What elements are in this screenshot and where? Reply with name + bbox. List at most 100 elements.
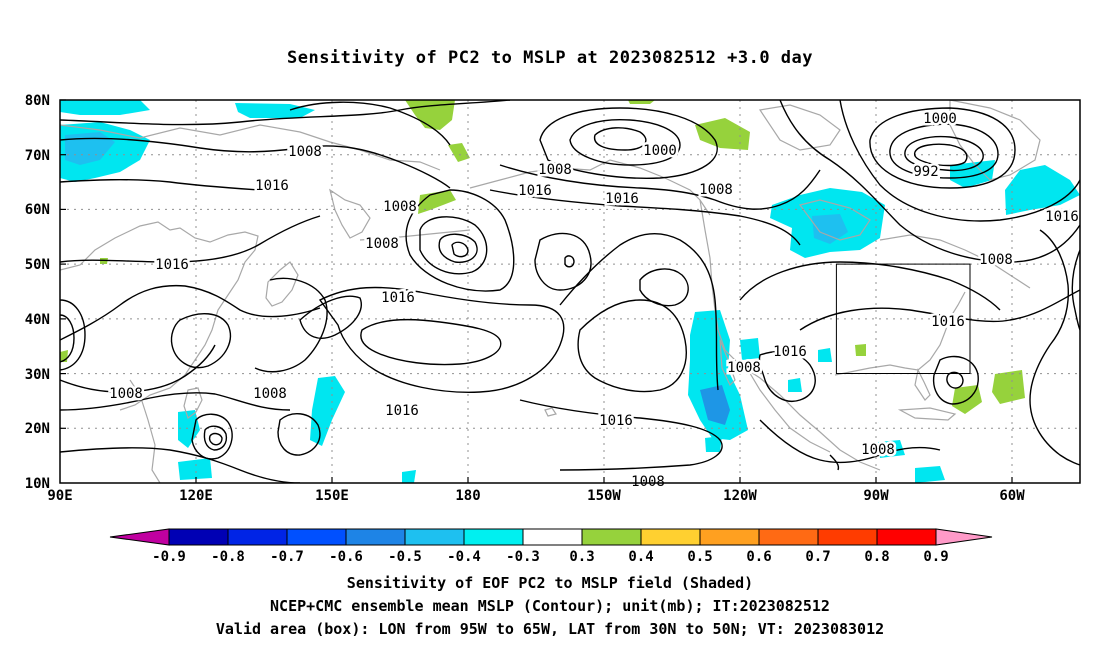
contour-line bbox=[946, 371, 964, 389]
shade-region-negative bbox=[688, 310, 748, 440]
contour-line bbox=[299, 295, 362, 339]
coastline-hawaii bbox=[544, 407, 557, 417]
contour-line bbox=[829, 454, 840, 471]
coastline-hudson-bay bbox=[798, 199, 871, 241]
coastline-asia bbox=[60, 221, 259, 411]
contour-line bbox=[60, 392, 291, 411]
contour-line bbox=[60, 314, 75, 363]
lon-label: 90E bbox=[47, 488, 72, 504]
coastline-philippines bbox=[183, 387, 203, 419]
contour-label: 1016 bbox=[155, 257, 189, 273]
lat-label: 70N bbox=[25, 148, 50, 164]
contour-line bbox=[60, 284, 321, 341]
contour-line bbox=[170, 313, 232, 369]
shade-region-negative bbox=[402, 470, 416, 483]
colorbar-swatch bbox=[345, 528, 406, 546]
colorbar-label: -0.6 bbox=[329, 549, 363, 565]
axis-ticks bbox=[60, 99, 1013, 483]
contour-label: 1016 bbox=[605, 191, 639, 207]
colorbar-label: 0.9 bbox=[923, 549, 948, 565]
contour-line bbox=[438, 233, 478, 263]
colorbar-swatch bbox=[522, 528, 583, 546]
colorbar-label: 0.4 bbox=[628, 549, 653, 565]
contour-label: 1008 bbox=[253, 386, 287, 402]
contour-line bbox=[569, 118, 681, 166]
colorbar-label: -0.5 bbox=[388, 549, 422, 565]
contour-label: 992 bbox=[913, 164, 938, 180]
lat-label: 20N bbox=[25, 421, 50, 437]
shade-region-positive bbox=[628, 100, 655, 104]
contour-line bbox=[759, 419, 941, 464]
contour-line bbox=[519, 399, 723, 471]
contour-label: 1008 bbox=[288, 144, 322, 160]
colorbar-label: -0.9 bbox=[152, 549, 186, 565]
contour-line bbox=[889, 123, 999, 179]
contour-line bbox=[489, 189, 801, 246]
coastline-mexico bbox=[744, 364, 831, 453]
colorbar-label: 0.5 bbox=[687, 549, 712, 565]
colorbar-swatch bbox=[817, 528, 878, 546]
colorbar-swatch bbox=[640, 528, 701, 546]
contour-line bbox=[639, 268, 689, 307]
colorbar-swatch bbox=[758, 528, 819, 546]
lon-label: 150E bbox=[315, 488, 349, 504]
coastline-us-east bbox=[834, 291, 966, 376]
lat-label: 30N bbox=[25, 367, 50, 383]
contour-label: 1008 bbox=[538, 162, 572, 178]
contour-line bbox=[534, 232, 592, 291]
contour-line bbox=[869, 107, 1016, 189]
shade-region-positive bbox=[992, 370, 1025, 404]
contour-label: 1008 bbox=[727, 360, 761, 376]
colorbar-right-arrow bbox=[935, 528, 993, 546]
shade-region-negative bbox=[740, 338, 760, 360]
caption-line-contour: NCEP+CMC ensemble mean MSLP (Contour); u… bbox=[270, 597, 830, 615]
coastline-canadian-arctic bbox=[758, 104, 841, 151]
colorbar-label: 0.3 bbox=[569, 549, 594, 565]
contour-label: 1008 bbox=[383, 199, 417, 215]
shade-region-positive bbox=[418, 190, 456, 214]
mslp-contours bbox=[60, 100, 1080, 483]
shade-region-negative bbox=[310, 376, 345, 446]
colorbar-label: -0.4 bbox=[447, 549, 481, 565]
coastline-cuba bbox=[897, 407, 957, 421]
contour-label: 1016 bbox=[255, 178, 289, 194]
contour-line bbox=[203, 425, 228, 451]
colorbar-label: -0.8 bbox=[211, 549, 245, 565]
contour-label: 1008 bbox=[699, 182, 733, 198]
shade-region-positive bbox=[448, 143, 470, 162]
shade-region-negative bbox=[818, 348, 832, 362]
lon-label: 180 bbox=[455, 488, 480, 504]
colorbar-swatch bbox=[168, 528, 229, 546]
contour-line bbox=[564, 255, 575, 268]
coastline-florida bbox=[914, 368, 931, 401]
contour-label: 1016 bbox=[518, 183, 552, 199]
contour-label: 1000 bbox=[643, 143, 677, 159]
coastline-kamchatka bbox=[329, 188, 371, 239]
contour-line bbox=[758, 350, 816, 402]
coastline-alaska bbox=[469, 159, 711, 216]
longitude-labels: 90E 120E 150E 180 150W 120W 90W 60W bbox=[47, 488, 1025, 504]
shade-region-negative bbox=[235, 103, 315, 118]
coastline-japan bbox=[265, 261, 299, 307]
lat-label: 80N bbox=[25, 93, 50, 109]
lat-label: 40N bbox=[25, 312, 50, 328]
lon-label: 120E bbox=[179, 488, 213, 504]
colorbar-label: 0.8 bbox=[864, 549, 889, 565]
shade-region-positive bbox=[695, 118, 750, 150]
colorbar-swatch bbox=[699, 528, 760, 546]
colorbar-label: 0.7 bbox=[805, 549, 830, 565]
contour-line bbox=[208, 432, 223, 446]
contour-line bbox=[289, 101, 451, 146]
lat-label: 50N bbox=[25, 257, 50, 273]
contour-label: 1016 bbox=[599, 413, 633, 429]
caption-line-shading: Sensitivity of EOF PC2 to MSLP field (Sh… bbox=[346, 574, 754, 592]
contour-label: 1008 bbox=[365, 236, 399, 252]
contour-line bbox=[593, 127, 647, 151]
contour-label: 1008 bbox=[979, 252, 1013, 268]
contour-label: 1016 bbox=[1045, 209, 1079, 225]
contour-label: 1000 bbox=[923, 111, 957, 127]
contour-line bbox=[779, 100, 1080, 263]
contour-label: 1016 bbox=[931, 314, 965, 330]
contour-label: 1008 bbox=[861, 442, 895, 458]
